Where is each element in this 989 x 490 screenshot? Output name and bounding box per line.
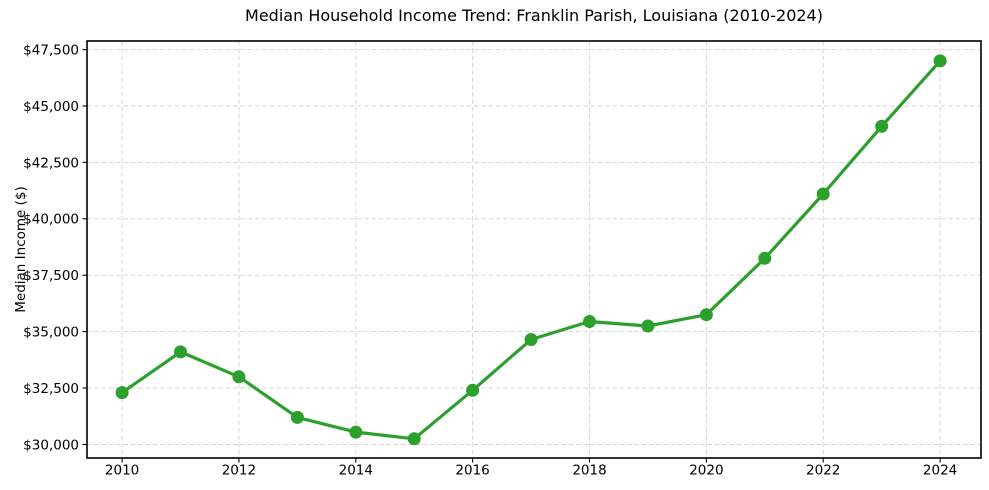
x-tick-label: 2014 (339, 463, 373, 479)
y-tick-label: $40,000 (23, 212, 79, 228)
plot-border (86, 40, 982, 459)
data-point-2016 (466, 383, 480, 397)
y-axis-label: Median Income ($) (13, 186, 29, 312)
x-tick-label: 2024 (923, 463, 957, 479)
y-tick-label: $37,500 (23, 268, 79, 284)
x-tick-label: 2022 (806, 463, 840, 479)
chart-title: Median Household Income Trend: Franklin … (245, 6, 823, 25)
y-tick-label: $32,500 (23, 381, 79, 397)
income-trend-line (120, 59, 942, 441)
data-point-2011 (174, 345, 187, 359)
data-point-2024 (933, 54, 947, 68)
y-tick-label: $35,000 (23, 324, 79, 340)
y-tick-label: $45,000 (23, 99, 79, 115)
x-tick-label: 2016 (455, 463, 489, 479)
data-point-2012 (232, 370, 246, 384)
data-point-2020 (699, 308, 713, 322)
y-tick-label: $42,500 (23, 155, 79, 171)
data-point-2017 (524, 333, 538, 346)
y-tick-label: $47,500 (23, 42, 79, 58)
data-point-2022 (816, 187, 830, 201)
data-point-2015 (407, 432, 421, 446)
data-point-2023 (875, 119, 889, 133)
gridlines (87, 41, 981, 458)
x-tick-label: 2012 (222, 463, 256, 479)
data-point-2019 (641, 319, 655, 333)
data-points (115, 54, 947, 446)
tick-labels: 2010 2012 2014 2016 2018 2020 2022 2024 $30,000 $… (23, 42, 957, 478)
tick-marks (82, 49, 941, 463)
y-tick-label: $30,000 (23, 437, 79, 453)
x-tick-label: 2010 (105, 463, 139, 479)
data-point-2010 (115, 386, 129, 400)
x-tick-label: 2018 (572, 463, 606, 479)
data-point-2014 (349, 425, 363, 439)
data-point-2018 (583, 315, 596, 328)
x-tick-label: 2020 (689, 463, 723, 479)
data-point-2013 (290, 410, 304, 424)
data-point-2021 (758, 251, 772, 265)
